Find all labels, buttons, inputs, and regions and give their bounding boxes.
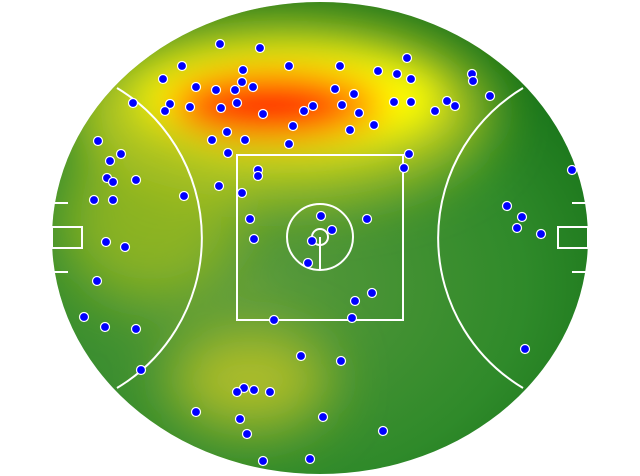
point <box>135 364 147 376</box>
point <box>298 105 310 117</box>
point <box>130 323 142 335</box>
point <box>104 155 116 167</box>
point <box>334 60 346 72</box>
point <box>215 102 227 114</box>
point <box>403 148 415 160</box>
point <box>244 213 256 225</box>
point <box>257 455 269 467</box>
point <box>184 101 196 113</box>
point <box>484 90 496 102</box>
point <box>257 108 269 120</box>
point <box>304 453 316 465</box>
point <box>516 211 528 223</box>
point <box>366 287 378 299</box>
point <box>78 311 90 323</box>
point <box>91 275 103 287</box>
point <box>326 224 338 236</box>
point <box>268 314 280 326</box>
point <box>295 350 307 362</box>
point <box>214 38 226 50</box>
point <box>190 81 202 93</box>
point <box>252 170 264 182</box>
point <box>206 134 218 146</box>
point <box>401 52 413 64</box>
point <box>501 200 513 212</box>
point <box>239 134 251 146</box>
point <box>361 213 373 225</box>
point <box>391 68 403 80</box>
point <box>178 190 190 202</box>
point <box>307 100 319 112</box>
point <box>535 228 547 240</box>
point <box>405 96 417 108</box>
point <box>336 99 348 111</box>
point <box>405 73 417 85</box>
point <box>236 76 248 88</box>
point <box>236 187 248 199</box>
point <box>329 83 341 95</box>
point <box>283 138 295 150</box>
point <box>164 98 176 110</box>
point <box>222 147 234 159</box>
point <box>213 180 225 192</box>
point <box>511 222 523 234</box>
point <box>237 64 249 76</box>
point <box>234 413 246 425</box>
point <box>176 60 188 72</box>
point <box>388 96 400 108</box>
point <box>99 321 111 333</box>
point <box>353 107 365 119</box>
field-markings <box>51 87 589 389</box>
point <box>377 425 389 437</box>
point <box>467 75 479 87</box>
point <box>283 60 295 72</box>
point <box>107 194 119 206</box>
point <box>348 88 360 100</box>
point <box>159 105 171 117</box>
point <box>429 105 441 117</box>
point <box>344 124 356 136</box>
point <box>231 386 243 398</box>
point <box>398 162 410 174</box>
point <box>221 126 233 138</box>
point <box>287 120 299 132</box>
point <box>519 343 531 355</box>
point <box>231 97 243 109</box>
point <box>372 65 384 77</box>
point <box>190 406 202 418</box>
point <box>107 176 119 188</box>
point <box>92 135 104 147</box>
point <box>229 84 241 96</box>
point <box>368 119 380 131</box>
point <box>449 100 461 112</box>
point <box>127 97 139 109</box>
point <box>302 257 314 269</box>
point <box>247 81 259 93</box>
point <box>248 384 260 396</box>
point <box>335 355 347 367</box>
point <box>349 295 361 307</box>
point <box>346 312 358 324</box>
point <box>317 411 329 423</box>
point <box>100 236 112 248</box>
point <box>248 233 260 245</box>
point <box>115 148 127 160</box>
points <box>78 38 578 467</box>
point <box>315 210 327 222</box>
point <box>254 42 266 54</box>
point <box>441 95 453 107</box>
point <box>130 174 142 186</box>
point <box>157 73 169 85</box>
point <box>210 84 222 96</box>
point <box>264 386 276 398</box>
point <box>119 241 131 253</box>
point <box>566 164 578 176</box>
point <box>306 235 318 247</box>
point <box>88 194 100 206</box>
point <box>241 428 253 440</box>
